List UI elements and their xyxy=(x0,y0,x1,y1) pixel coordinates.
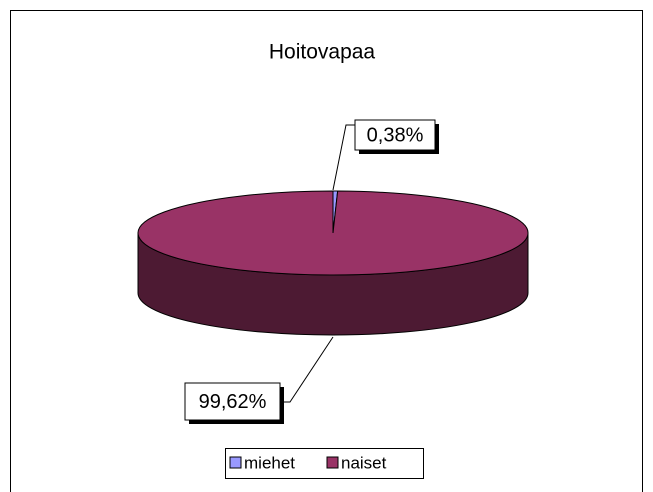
data-label: 99,62% xyxy=(199,391,267,413)
label-box xyxy=(184,382,281,421)
legend-box xyxy=(225,448,424,479)
data-label: 0,38% xyxy=(367,124,424,146)
pie-slice xyxy=(137,190,529,276)
label-box xyxy=(354,119,436,151)
leader-line xyxy=(332,124,355,191)
legend-swatch xyxy=(229,456,242,469)
legend-label: naiset xyxy=(341,453,387,472)
chart-title: Hoitovapaa xyxy=(269,41,376,64)
legend-swatch xyxy=(326,456,339,469)
legend-label: miehet xyxy=(244,453,295,472)
